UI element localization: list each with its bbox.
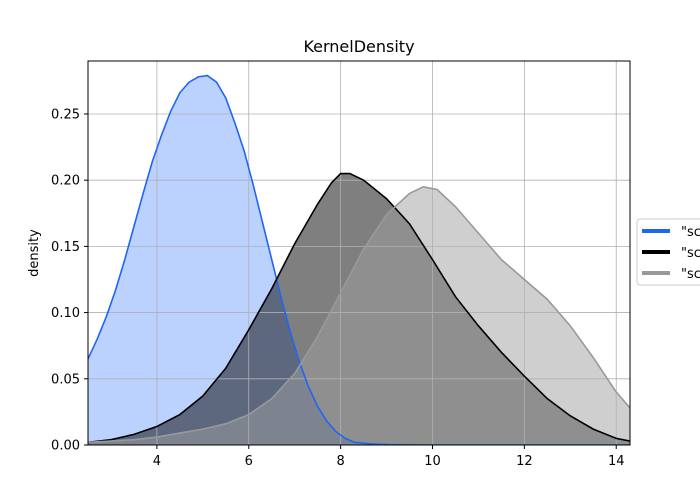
x-tick-label: 6 [245, 454, 253, 469]
y-tick-label: 0.25 [51, 107, 80, 122]
x-tick-label: 12 [516, 454, 533, 469]
density-fills [88, 75, 630, 445]
x-tick-label: 8 [336, 454, 344, 469]
density-line-series-1 [88, 74, 630, 445]
y-tick-label: 0.05 [51, 372, 80, 387]
density-fill-series-3 [88, 186, 630, 445]
density-lines [88, 74, 630, 445]
y-axis-label: density [27, 229, 42, 277]
y-tick-label: 0.15 [51, 240, 80, 255]
x-tick-label: 4 [153, 454, 161, 469]
legend-label: "sc [681, 267, 700, 282]
x-tick-label: 10 [424, 454, 441, 469]
ticks: 4 6 8 10 12 14 0.00 0.05 0.10 0.15 0.20 0.25 [51, 107, 624, 469]
legend: "sc "sc "sc [636, 218, 700, 286]
grid [88, 61, 630, 446]
density-fill-series-1 [88, 75, 630, 445]
legend-label: "sc [681, 246, 700, 261]
y-tick-label: 0.00 [51, 439, 80, 454]
y-tick-label: 0.10 [51, 306, 80, 321]
density-line-series-2 [88, 172, 630, 444]
density-line-series-3 [88, 185, 630, 444]
plot-area: 4 6 8 10 12 14 0.00 0.05 0.10 0.15 0.20 0.25 [51, 60, 631, 469]
chart-title: KernelDensity [303, 37, 414, 56]
x-tick-label: 14 [608, 454, 625, 469]
legend-label: "sc [681, 225, 700, 240]
y-tick-label: 0.20 [51, 174, 80, 189]
axes-frame [87, 60, 631, 446]
